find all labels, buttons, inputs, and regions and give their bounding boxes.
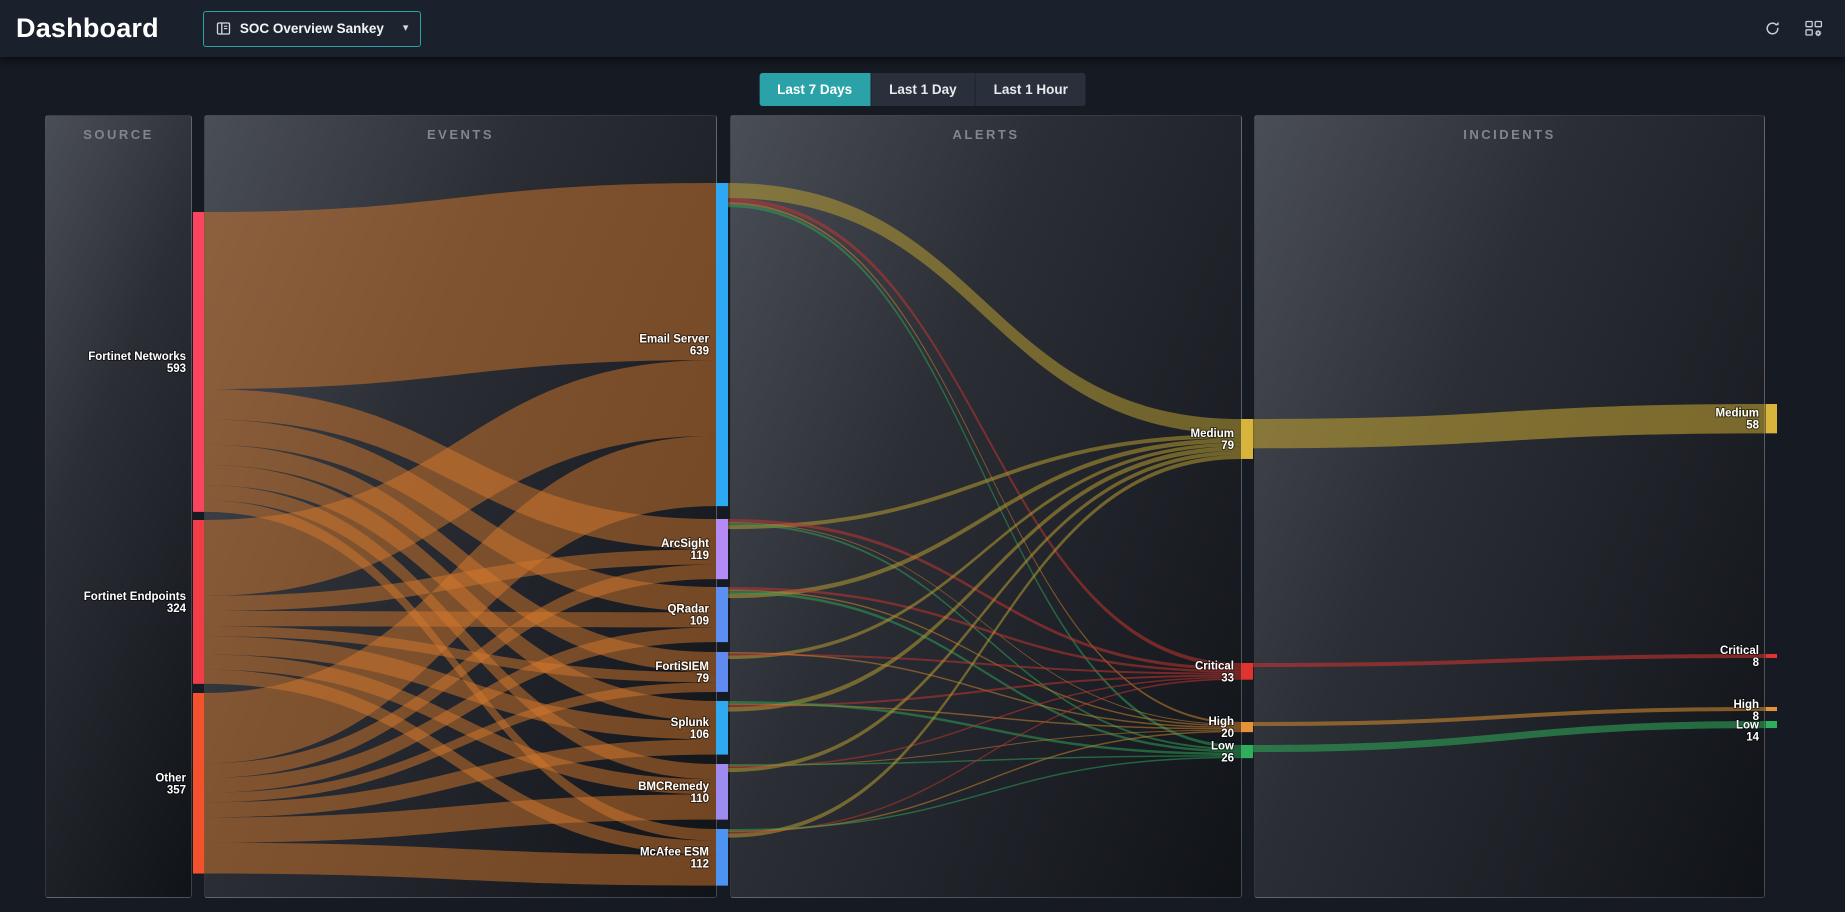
page-title: Dashboard: [16, 13, 159, 43]
sankey-node-fortinet-endpoints[interactable]: [193, 520, 204, 684]
dashboard-widget-icon: [216, 21, 231, 36]
sankey-node-alert-critical[interactable]: [1241, 663, 1253, 680]
sankey-node-bmcremedy[interactable]: [716, 764, 728, 820]
tab-last-1-hour[interactable]: Last 1 Hour: [974, 73, 1086, 106]
refresh-button[interactable]: [1762, 18, 1783, 39]
sankey-node-other[interactable]: [193, 693, 204, 874]
sankey-node-alert-high[interactable]: [1241, 722, 1253, 733]
chevron-down-icon: ▾: [402, 22, 409, 34]
widget-settings-icon: [1805, 20, 1823, 38]
sankey-node-incident-low[interactable]: [1766, 721, 1777, 729]
dashboard-selector-label: SOC Overview Sankey: [239, 21, 384, 36]
sankey-node-email-server[interactable]: [716, 183, 728, 507]
panel-events-title: EVENTS: [426, 127, 494, 142]
sankey-node-incident-high[interactable]: [1766, 707, 1777, 712]
sankey-node-incident-medium[interactable]: [1766, 404, 1777, 434]
dashboard-selector[interactable]: SOC Overview Sankey ▾: [202, 10, 422, 47]
sankey-node-mcafee-esm[interactable]: [716, 829, 728, 886]
sankey-node-fortisiem[interactable]: [716, 652, 728, 692]
panel-incidents: INCIDENTS: [1254, 115, 1765, 898]
tab-last-1-day[interactable]: Last 1 Day: [870, 73, 975, 106]
sankey-node-incident-critical[interactable]: [1766, 654, 1777, 659]
panel-source-title: SOURCE: [83, 127, 154, 142]
sankey-node-fortinet-networks[interactable]: [193, 212, 204, 512]
panel-alerts: ALERTS: [730, 115, 1242, 898]
sankey-node-arcsight[interactable]: [716, 519, 728, 580]
tab-last-7-days[interactable]: Last 7 Days: [759, 73, 871, 106]
header-actions: [1762, 18, 1829, 40]
refresh-icon: [1764, 20, 1781, 37]
panel-events: EVENTS: [204, 115, 717, 898]
panel-incidents-title: INCIDENTS: [1463, 127, 1556, 142]
sankey-node-alert-medium[interactable]: [1241, 419, 1253, 459]
sankey-node-alert-low[interactable]: [1241, 745, 1253, 759]
sankey-node-qradar[interactable]: [716, 587, 728, 643]
panel-source: SOURCE: [45, 115, 192, 898]
sankey-node-splunk[interactable]: [716, 701, 728, 755]
panel-alerts-title: ALERTS: [952, 127, 1020, 142]
time-filter-tabs: Last 7 Days Last 1 Day Last 1 Hour: [759, 73, 1086, 106]
app-header: Dashboard SOC Overview Sankey ▾: [0, 0, 1845, 57]
widget-settings-button[interactable]: [1803, 18, 1825, 40]
